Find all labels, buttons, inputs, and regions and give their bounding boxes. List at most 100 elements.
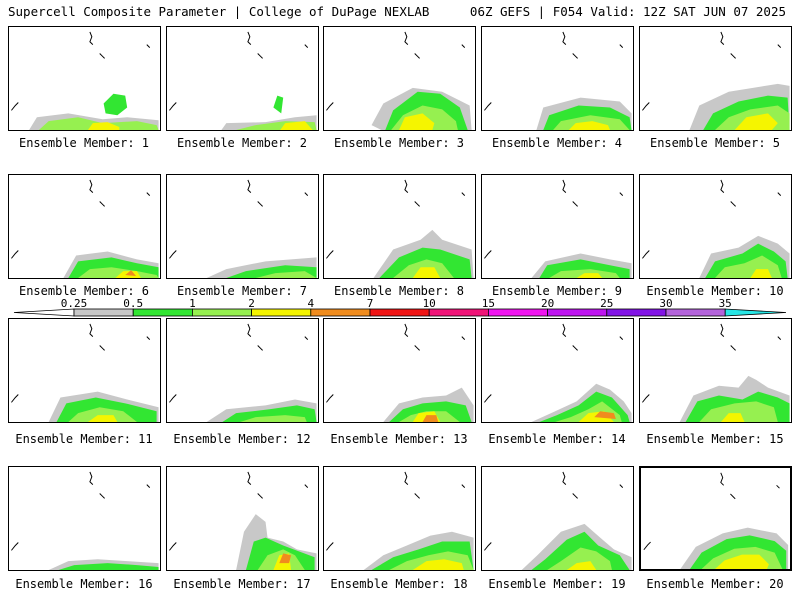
scp-contour-10-3 bbox=[750, 269, 772, 278]
colorbar-tick-label: 7 bbox=[367, 298, 374, 310]
coastline-18-2 bbox=[461, 484, 466, 488]
colorbar-tick-label: 25 bbox=[600, 298, 613, 310]
coastline-1-1 bbox=[99, 53, 105, 59]
ensemble-panel-8[interactable] bbox=[323, 174, 476, 279]
scp-contour-4-3 bbox=[568, 121, 610, 130]
colorbar-legend: 0.25 0.5 1 2 4 7 10 15 20 25 30 35 bbox=[0, 298, 800, 320]
scp-contour-20-3 bbox=[715, 554, 769, 569]
ensemble-panel-13[interactable] bbox=[323, 318, 476, 423]
coastline-6-0 bbox=[89, 179, 94, 194]
coastline-3-0 bbox=[404, 31, 409, 46]
ensemble-panel-15[interactable] bbox=[639, 318, 792, 423]
ensemble-map-4 bbox=[484, 31, 632, 130]
coastline-4-0 bbox=[562, 31, 567, 46]
scp-contour-11-3 bbox=[87, 415, 118, 422]
colorbar-tick-label: 35 bbox=[719, 298, 732, 310]
coastline-5-0 bbox=[720, 31, 725, 46]
ensemble-map-12 bbox=[169, 323, 317, 422]
ensemble-panel-6[interactable] bbox=[8, 174, 161, 279]
colorbar-bin-5 bbox=[310, 308, 371, 317]
coastline-19-3 bbox=[484, 542, 492, 551]
coastline-4-2 bbox=[619, 44, 624, 48]
coastline-16-3 bbox=[11, 542, 19, 551]
ensemble-panel-18[interactable] bbox=[323, 466, 476, 571]
ensemble-panel-7[interactable] bbox=[166, 174, 319, 279]
coastline-13-2 bbox=[461, 336, 466, 340]
ensemble-panel-1[interactable] bbox=[8, 26, 161, 131]
ensemble-panel-4[interactable] bbox=[481, 26, 634, 131]
coastline-18-0 bbox=[404, 471, 409, 486]
coastline-11-0 bbox=[89, 323, 94, 338]
coastline-20-0 bbox=[720, 472, 725, 486]
colorbar-bin-7 bbox=[428, 308, 489, 317]
coastline-6-3 bbox=[11, 250, 19, 259]
ensemble-panel-5[interactable] bbox=[639, 26, 792, 131]
scp-contour-1-3 bbox=[87, 122, 120, 130]
scp-contour-15-3 bbox=[720, 413, 745, 422]
coastline-17-0 bbox=[247, 471, 252, 486]
page-title: Supercell Composite Parameter | College … bbox=[8, 4, 430, 19]
coastline-10-0 bbox=[720, 179, 725, 194]
coastline-2-2 bbox=[304, 44, 309, 48]
coastline-7-3 bbox=[169, 250, 177, 259]
coastline-19-1 bbox=[572, 493, 578, 499]
ensemble-panel-14[interactable] bbox=[481, 318, 634, 423]
scp-contour-2-1 bbox=[273, 95, 284, 114]
ensemble-map-14 bbox=[484, 323, 632, 422]
ensemble-member-label: Ensemble Member: 14 bbox=[488, 432, 626, 446]
coastline-11-2 bbox=[146, 336, 151, 340]
coastline-12-2 bbox=[304, 336, 309, 340]
ensemble-panel-9[interactable] bbox=[481, 174, 634, 279]
ensemble-member-label: Ensemble Member: 5 bbox=[649, 136, 781, 150]
ensemble-map-10 bbox=[642, 179, 790, 278]
coastline-16-0 bbox=[89, 471, 94, 486]
ensemble-map-1 bbox=[11, 31, 159, 130]
ensemble-panel-17[interactable] bbox=[166, 466, 319, 571]
scp-contour-5-3 bbox=[734, 113, 778, 130]
coastline-4-3 bbox=[484, 102, 492, 111]
coastline-17-1 bbox=[257, 493, 263, 499]
ensemble-panel-2[interactable] bbox=[166, 26, 319, 131]
coastline-5-1 bbox=[730, 53, 736, 59]
scp-contour-18-3 bbox=[412, 559, 464, 570]
scp-contour-11-2 bbox=[68, 407, 137, 422]
coastline-17-3 bbox=[169, 542, 177, 551]
coastline-15-1 bbox=[730, 345, 736, 351]
coastline-2-3 bbox=[169, 102, 177, 111]
coastline-15-2 bbox=[777, 336, 782, 340]
ensemble-map-20 bbox=[643, 472, 789, 569]
colorbar-bin-4 bbox=[251, 308, 312, 317]
coastline-12-3 bbox=[169, 394, 177, 403]
ensemble-member-label: Ensemble Member: 6 bbox=[18, 284, 150, 298]
coastline-8-3 bbox=[326, 250, 334, 259]
coastline-19-2 bbox=[619, 484, 624, 488]
coastline-20-3 bbox=[643, 541, 651, 551]
colorbar-tick-label: 15 bbox=[482, 298, 495, 310]
coastline-7-1 bbox=[257, 201, 263, 207]
ensemble-panel-3[interactable] bbox=[323, 26, 476, 131]
ensemble-panel-16[interactable] bbox=[8, 466, 161, 571]
coastline-16-1 bbox=[99, 493, 105, 499]
scp-contour-12-2 bbox=[240, 415, 307, 422]
ensemble-member-label: Ensemble Member: 8 bbox=[333, 284, 465, 298]
ensemble-member-label: Ensemble Member: 11 bbox=[15, 432, 153, 446]
colorbar-arrow-low bbox=[13, 308, 75, 317]
ensemble-panel-12[interactable] bbox=[166, 318, 319, 423]
coastline-10-1 bbox=[730, 201, 736, 207]
coastline-6-1 bbox=[99, 201, 105, 207]
coastline-11-1 bbox=[99, 345, 105, 351]
coastline-14-0 bbox=[562, 323, 567, 338]
ensemble-member-label: Ensemble Member: 1 bbox=[18, 136, 150, 150]
coastline-18-3 bbox=[326, 542, 334, 551]
ensemble-panel-11[interactable] bbox=[8, 318, 161, 423]
ensemble-member-label: Ensemble Member: 9 bbox=[491, 284, 623, 298]
ensemble-panel-10[interactable] bbox=[639, 174, 792, 279]
coastline-9-1 bbox=[572, 201, 578, 207]
coastline-1-2 bbox=[146, 44, 151, 48]
colorbar-bin-11 bbox=[665, 308, 726, 317]
ensemble-panel-19[interactable] bbox=[481, 466, 634, 571]
ensemble-map-15 bbox=[642, 323, 790, 422]
coastline-12-1 bbox=[257, 345, 263, 351]
colorbar-bin-6 bbox=[369, 308, 430, 317]
ensemble-panel-20[interactable] bbox=[639, 466, 792, 571]
